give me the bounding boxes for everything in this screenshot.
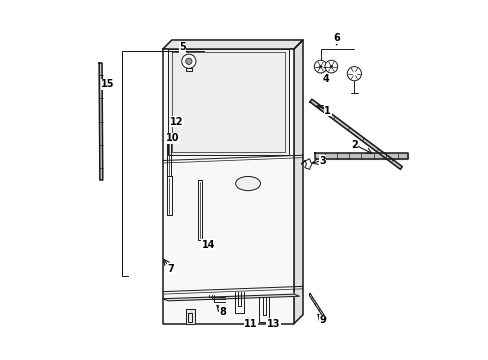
Text: 14: 14 xyxy=(201,239,215,249)
Polygon shape xyxy=(309,293,325,320)
Circle shape xyxy=(314,60,326,73)
Circle shape xyxy=(185,58,192,64)
Text: 2: 2 xyxy=(350,140,357,149)
Ellipse shape xyxy=(235,176,260,191)
Polygon shape xyxy=(315,153,407,159)
Text: 12: 12 xyxy=(170,117,183,126)
Circle shape xyxy=(319,65,322,68)
Circle shape xyxy=(329,65,332,68)
Polygon shape xyxy=(293,40,303,324)
Polygon shape xyxy=(309,99,402,169)
Text: 10: 10 xyxy=(166,133,179,143)
Text: 9: 9 xyxy=(319,315,325,325)
Text: 13: 13 xyxy=(266,319,280,329)
Text: 3: 3 xyxy=(319,156,325,166)
Text: 7: 7 xyxy=(167,264,174,274)
Circle shape xyxy=(346,67,361,81)
Text: 11: 11 xyxy=(244,319,257,329)
Polygon shape xyxy=(168,49,288,155)
Text: 4: 4 xyxy=(322,74,329,84)
Text: 15: 15 xyxy=(101,79,115,89)
Text: 5: 5 xyxy=(179,42,185,52)
Polygon shape xyxy=(99,63,102,180)
Polygon shape xyxy=(185,309,195,324)
Polygon shape xyxy=(163,40,303,49)
Circle shape xyxy=(182,54,196,68)
Text: 6: 6 xyxy=(333,33,339,43)
Text: 1: 1 xyxy=(324,106,330,116)
Text: 8: 8 xyxy=(219,307,225,317)
Polygon shape xyxy=(163,294,299,301)
Circle shape xyxy=(325,60,337,73)
Polygon shape xyxy=(163,49,293,324)
